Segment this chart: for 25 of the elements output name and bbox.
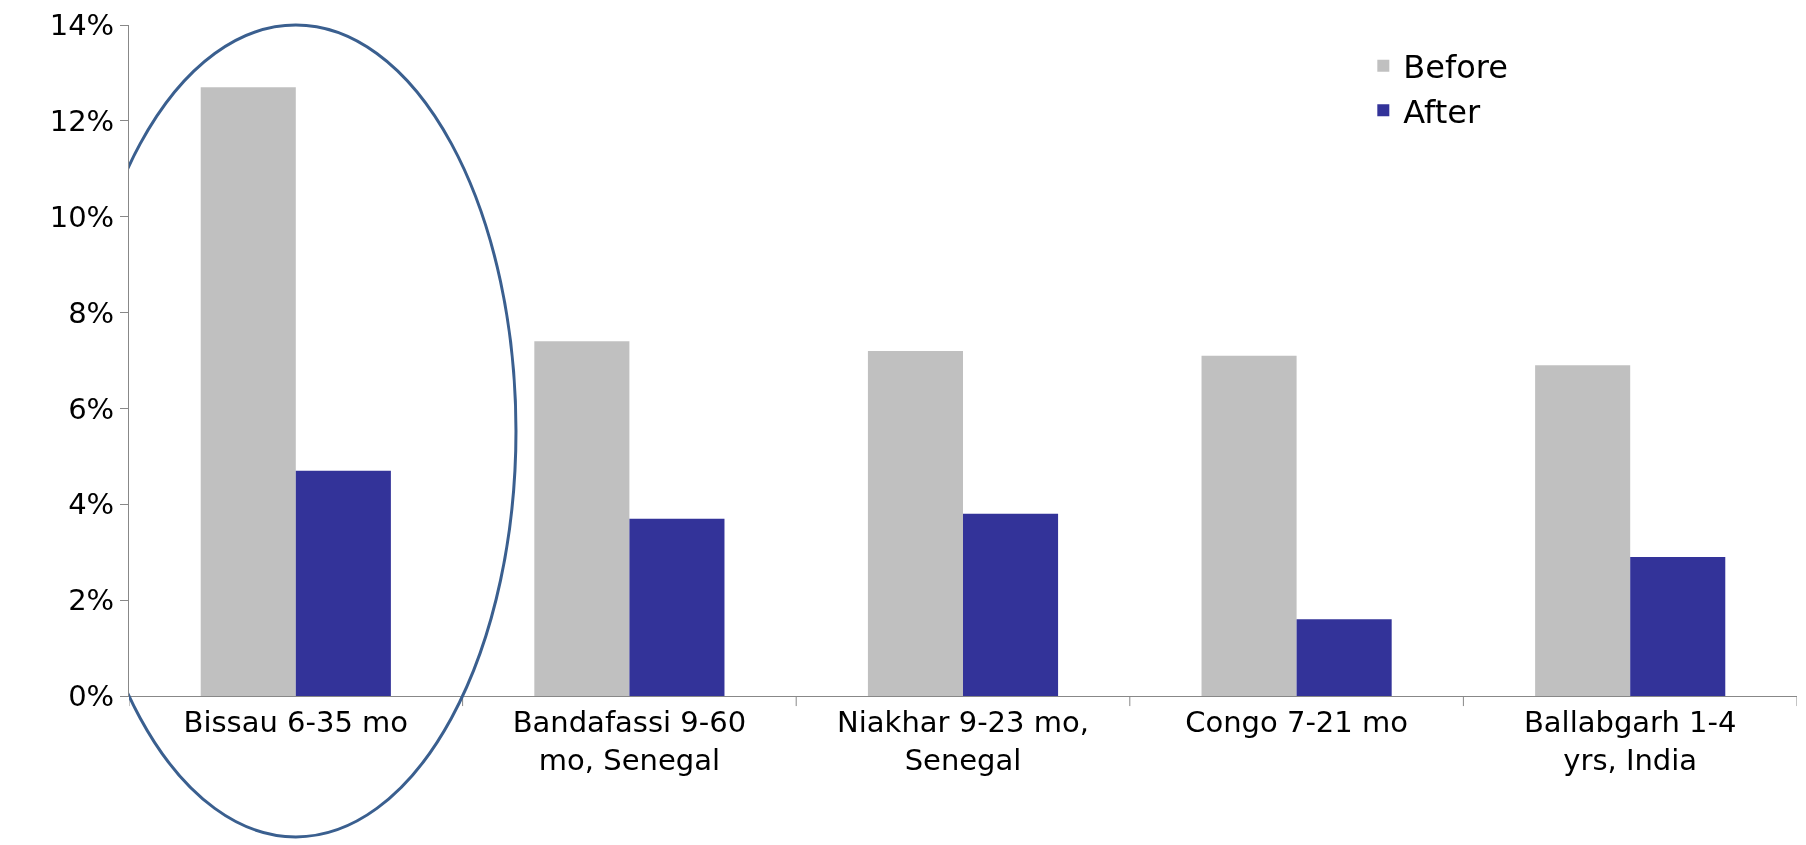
bar: [629, 518, 725, 696]
bar: [1296, 619, 1392, 696]
bar: [867, 350, 963, 696]
y-tick-label: 14%: [49, 8, 115, 43]
x-tick-label: Bissau 6-35 mo: [183, 704, 409, 739]
y-tick-label: 0%: [68, 679, 115, 714]
x-tick-label: Bandafassi 9-60 mo, Senegal: [512, 704, 747, 777]
y-tick-label: 2%: [68, 583, 115, 618]
bar: [1630, 557, 1726, 696]
x-tick-label: Niakhar 9-23 mo, Senegal: [837, 704, 1089, 777]
bar: [534, 341, 630, 696]
y-tick-label: 4%: [68, 487, 115, 522]
legend-label: After: [1403, 92, 1482, 131]
bar: [295, 470, 391, 696]
bar: [1201, 355, 1297, 696]
bar: [1535, 365, 1631, 696]
y-tick-label: 12%: [49, 104, 115, 139]
x-tick-label: Ballabgarh 1-4 yrs, India: [1523, 704, 1737, 777]
bar: [200, 87, 296, 696]
bar: [963, 513, 1059, 696]
legend-label: Before: [1403, 48, 1508, 87]
y-tick-label: 6%: [68, 391, 115, 426]
y-tick-label: 8%: [68, 295, 115, 330]
x-tick-label: Congo 7-21 mo: [1185, 704, 1408, 739]
y-tick-label: 10%: [49, 199, 115, 234]
